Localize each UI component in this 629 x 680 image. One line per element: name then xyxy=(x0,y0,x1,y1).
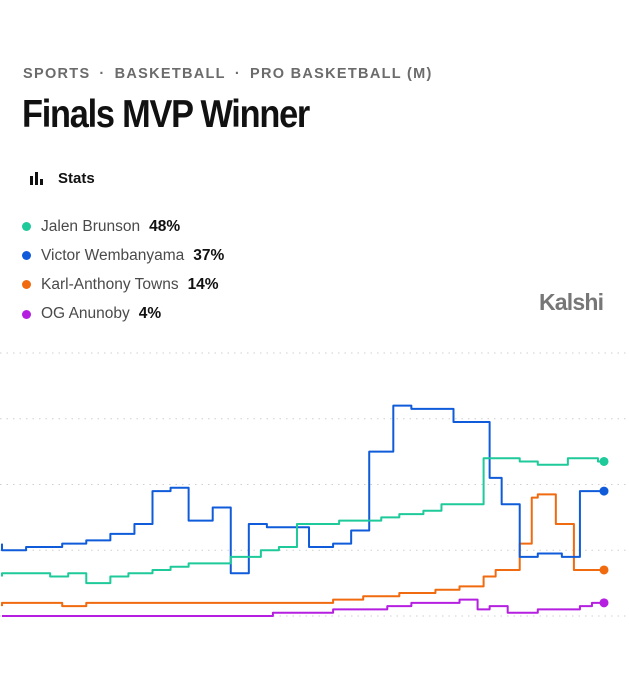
legend-dot xyxy=(22,251,31,261)
legend-name: Karl-Anthony Towns xyxy=(41,275,179,293)
legend-name: OG Anunoby xyxy=(41,305,130,323)
legend-dot xyxy=(22,280,31,290)
legend-name: Jalen Brunson xyxy=(41,217,141,235)
kalshi-logo: Kalshi xyxy=(539,289,604,315)
legend-dot xyxy=(22,309,31,319)
series-end-point xyxy=(599,486,609,496)
series-end-point xyxy=(599,456,609,466)
legend-item: Jalen Brunson 48% xyxy=(22,212,224,241)
series-line-jalen-brunson xyxy=(1,457,604,585)
stats-button[interactable]: Stats xyxy=(30,170,95,187)
legend-pct: 14% xyxy=(187,275,219,293)
legend-item: Victor Wembanyama 37% xyxy=(22,241,224,270)
breadcrumb: SPORTS · BASKETBALL · PRO BASKETBALL (M) xyxy=(23,66,433,82)
legend-item: Karl-Anthony Towns 14% xyxy=(22,270,224,299)
breadcrumb-item-basketball[interactable]: BASKETBALL xyxy=(114,66,226,82)
series-line-og-anunoby xyxy=(2,598,604,617)
legend-pct: 48% xyxy=(149,217,181,235)
series-line-karl-anthony-towns xyxy=(1,493,604,608)
breadcrumb-separator: · xyxy=(99,66,106,82)
breadcrumb-item-sports[interactable]: SPORTS xyxy=(23,66,91,82)
stats-label: Stats xyxy=(58,170,95,187)
series-line-victor-wembanyama xyxy=(1,404,604,575)
legend-pct: 37% xyxy=(193,246,225,264)
legend-item: OG Anunoby 4% xyxy=(22,300,224,329)
series-end-point xyxy=(599,598,609,608)
series-end-point xyxy=(599,565,609,575)
legend-pct: 4% xyxy=(138,305,162,323)
legend-dot xyxy=(22,222,31,232)
breadcrumb-separator: · xyxy=(234,66,241,82)
line-chart xyxy=(0,352,629,617)
legend-name: Victor Wembanyama xyxy=(41,246,185,264)
bar-chart-icon xyxy=(30,172,43,185)
page-title: Finals MVP Winner xyxy=(22,93,310,136)
breadcrumb-item-pro-basketball[interactable]: PRO BASKETBALL (M) xyxy=(249,66,433,82)
legend: Jalen Brunson 48% Victor Wembanyama 37% … xyxy=(22,212,224,329)
